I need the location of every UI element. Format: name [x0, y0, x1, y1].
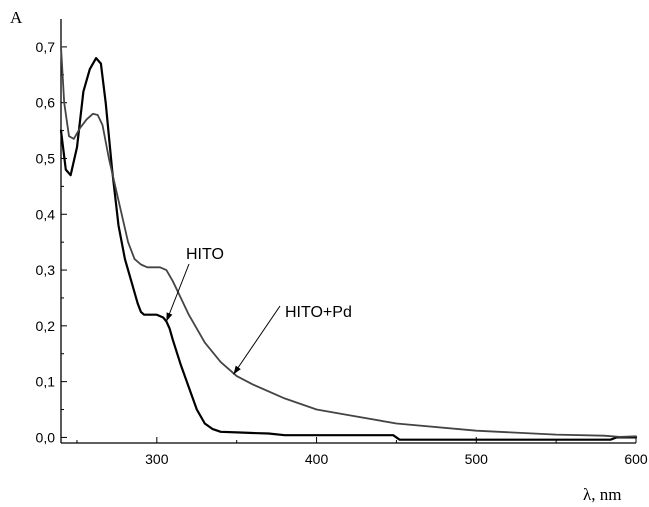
series-line-hito-pd [60, 46, 637, 438]
annotation-arrow-line [165, 263, 190, 322]
x-tick-label: 300 [145, 451, 169, 467]
y-axis-title: A [10, 8, 23, 27]
series-layer [59, 46, 638, 441]
y-tick-label: 0,6 [36, 95, 56, 111]
annotation-arrow-head [166, 312, 173, 322]
y-tick-label: 0,3 [36, 262, 56, 278]
tick-group: 0,0 0,1 0,2 0,3 0,4 0,5 0,6 0,7 300 400 500 600 [36, 39, 648, 467]
y-tick-label: 0,0 [36, 429, 56, 445]
y-tick-label: 0,2 [36, 318, 56, 334]
series-line-hito [59, 57, 638, 441]
y-tick-label: 0,7 [36, 39, 56, 55]
x-axis-title: λ, nm [583, 485, 621, 504]
annotation-arrow-head [233, 365, 241, 375]
y-tick-label: 0,4 [36, 206, 56, 222]
y-tick-label: 0,5 [36, 150, 56, 166]
x-tick-label: 400 [305, 451, 329, 467]
annotation-layer: HITO HITO+Pd [165, 246, 352, 375]
annotation-hito-label: HITO [186, 246, 224, 263]
x-tick-label: 500 [465, 451, 489, 467]
x-tick-label: 600 [624, 451, 648, 467]
y-tick-label: 0,1 [36, 374, 56, 390]
axes [60, 19, 636, 444]
annotation-arrow-line [233, 305, 281, 375]
annotation-hito-pd-label: HITO+Pd [285, 304, 352, 321]
